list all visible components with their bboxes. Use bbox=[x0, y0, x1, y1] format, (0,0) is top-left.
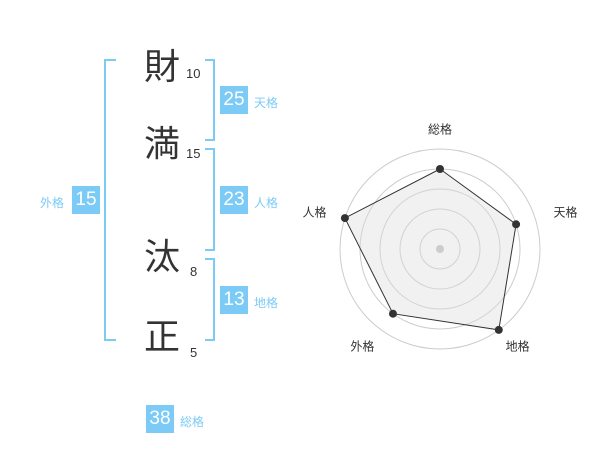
radar-axis-label: 総格 bbox=[427, 122, 453, 137]
chikaku-label: 地格 bbox=[254, 296, 279, 310]
name-char-1: 財 bbox=[143, 47, 180, 88]
soukaku-value: 38 bbox=[146, 405, 174, 433]
radar-ring bbox=[419, 228, 461, 270]
stroke-count-1: 10 bbox=[186, 66, 201, 81]
name-char-2: 満 bbox=[143, 124, 180, 165]
tenkaku-bracket bbox=[205, 59, 215, 141]
radar-ring bbox=[339, 148, 541, 350]
stroke-count-2: 15 bbox=[186, 146, 201, 161]
jinkaku-label: 人格 bbox=[254, 196, 279, 210]
tenkaku-label: 天格 bbox=[254, 96, 279, 110]
gaikaku-value: 15 bbox=[72, 186, 100, 214]
radar-area bbox=[344, 168, 517, 331]
jinkaku-value: 23 bbox=[220, 186, 248, 214]
radar-point bbox=[512, 220, 521, 229]
radar-ring bbox=[399, 208, 481, 290]
radar-point bbox=[494, 325, 503, 334]
chikaku-value: 13 bbox=[220, 286, 248, 314]
name-char-3: 汰 bbox=[143, 237, 180, 278]
radar-point bbox=[436, 165, 444, 173]
soukaku-label: 総格 bbox=[180, 415, 205, 429]
radar-center bbox=[436, 245, 444, 253]
radar-axis-label: 外格 bbox=[350, 339, 375, 354]
gaikaku-label: 外格 bbox=[40, 196, 65, 210]
radar-point bbox=[388, 309, 397, 318]
name-char-4: 正 bbox=[143, 317, 180, 358]
stroke-count-4: 5 bbox=[190, 345, 198, 360]
jinkaku-bracket bbox=[205, 148, 215, 251]
radar-axis-label: 天格 bbox=[553, 205, 578, 220]
radar-axis-label: 人格 bbox=[302, 205, 327, 220]
chikaku-bracket bbox=[205, 258, 215, 341]
radar-axis-label: 地格 bbox=[505, 339, 530, 354]
radar-ring bbox=[379, 188, 501, 310]
tenkaku-value: 25 bbox=[220, 86, 248, 114]
radar-point bbox=[340, 214, 349, 223]
gaikaku-bracket bbox=[104, 59, 116, 341]
stroke-count-3: 8 bbox=[190, 264, 198, 279]
